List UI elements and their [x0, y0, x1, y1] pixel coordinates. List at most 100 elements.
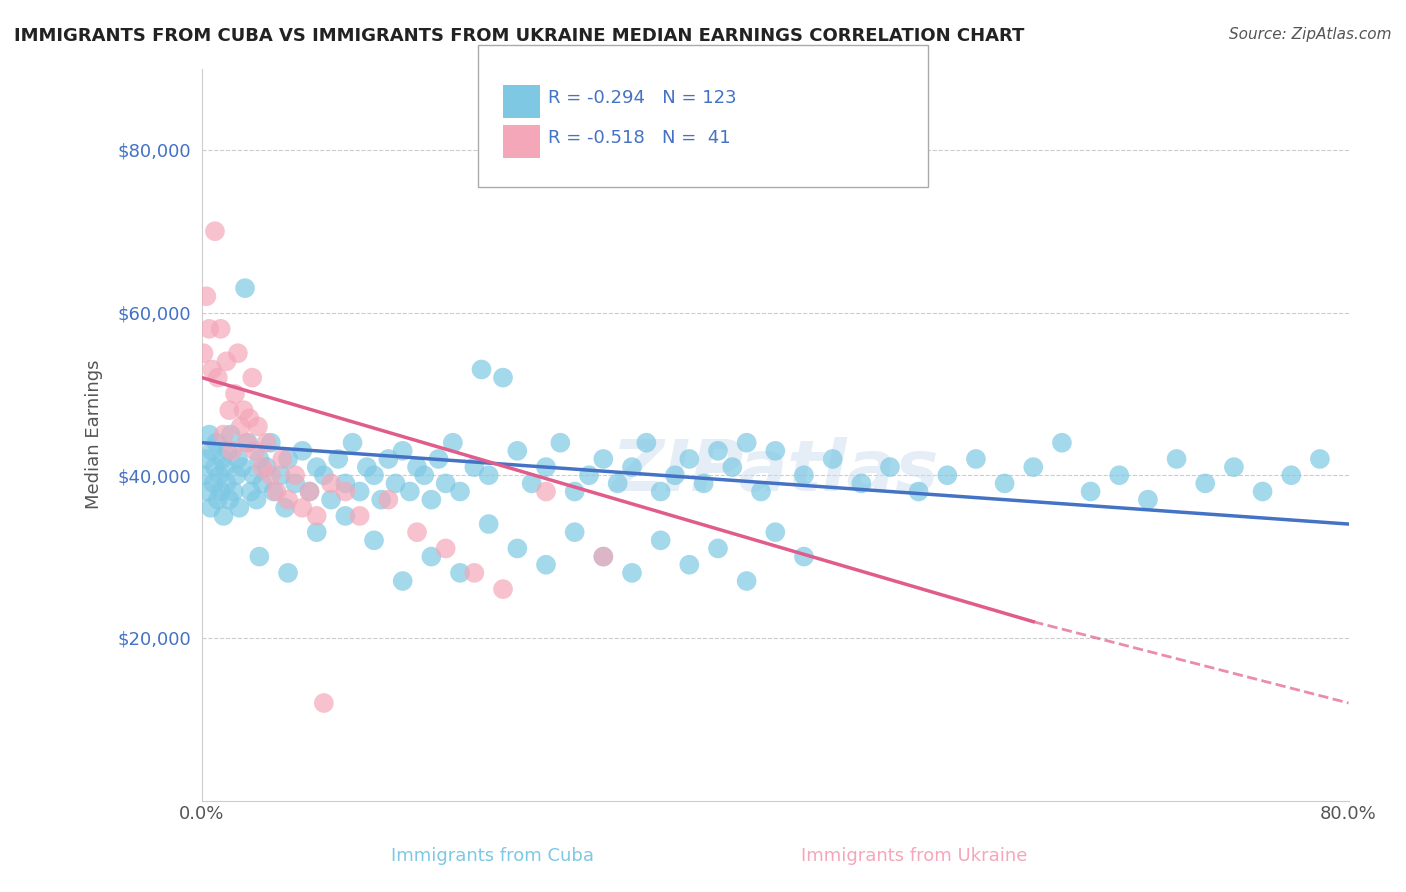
- Point: [399, 484, 422, 499]
- Text: R = -0.518   N =  41: R = -0.518 N = 41: [548, 129, 731, 147]
- Point: [349, 484, 371, 499]
- Point: [592, 549, 614, 564]
- Point: [478, 516, 501, 531]
- Point: [349, 508, 371, 523]
- Point: [606, 476, 628, 491]
- Point: [749, 484, 772, 499]
- Text: ZIPatlas: ZIPatlas: [612, 437, 939, 506]
- Point: [391, 574, 413, 588]
- Point: [821, 452, 844, 467]
- Point: [291, 443, 314, 458]
- Point: [879, 460, 901, 475]
- Text: IMMIGRANTS FROM CUBA VS IMMIGRANTS FROM UKRAINE MEDIAN EARNINGS CORRELATION CHAR: IMMIGRANTS FROM CUBA VS IMMIGRANTS FROM …: [14, 27, 1025, 45]
- Point: [193, 346, 215, 360]
- Point: [204, 460, 226, 475]
- Point: [214, 460, 236, 475]
- Y-axis label: Median Earnings: Median Earnings: [86, 359, 103, 509]
- Point: [212, 427, 235, 442]
- Point: [247, 549, 270, 564]
- Point: [260, 468, 283, 483]
- Point: [305, 525, 328, 540]
- Point: [224, 387, 246, 401]
- Point: [229, 419, 252, 434]
- Point: [406, 525, 429, 540]
- Point: [413, 468, 436, 483]
- Point: [564, 525, 586, 540]
- Point: [692, 476, 714, 491]
- Point: [650, 484, 672, 499]
- Point: [492, 370, 515, 384]
- Point: [197, 484, 219, 499]
- Point: [664, 468, 686, 483]
- Point: [212, 508, 235, 523]
- Point: [236, 435, 259, 450]
- Point: [298, 484, 321, 499]
- Point: [211, 452, 233, 467]
- Point: [305, 508, 328, 523]
- Point: [221, 443, 243, 458]
- Point: [205, 435, 228, 450]
- Point: [274, 500, 297, 515]
- Point: [335, 484, 357, 499]
- Point: [228, 500, 250, 515]
- Point: [550, 435, 572, 450]
- Point: [195, 289, 218, 303]
- Point: [406, 460, 429, 475]
- Point: [240, 370, 263, 384]
- Point: [534, 558, 557, 572]
- Point: [215, 476, 238, 491]
- Point: [678, 452, 700, 467]
- Point: [434, 476, 457, 491]
- Point: [239, 484, 262, 499]
- Point: [252, 476, 274, 491]
- Point: [851, 476, 873, 491]
- Point: [1279, 468, 1302, 483]
- Point: [335, 476, 357, 491]
- Point: [226, 452, 249, 467]
- Point: [1080, 484, 1102, 499]
- Point: [219, 427, 242, 442]
- Point: [225, 468, 247, 483]
- Point: [319, 492, 342, 507]
- Point: [218, 403, 240, 417]
- Point: [312, 696, 335, 710]
- Point: [1108, 468, 1130, 483]
- Point: [209, 484, 232, 499]
- Point: [1251, 484, 1274, 499]
- Point: [506, 443, 529, 458]
- Point: [650, 533, 672, 548]
- Point: [1194, 476, 1216, 491]
- Point: [370, 492, 392, 507]
- Point: [335, 508, 357, 523]
- Point: [391, 443, 413, 458]
- Point: [470, 362, 492, 376]
- Point: [217, 443, 239, 458]
- Point: [356, 460, 378, 475]
- Point: [247, 452, 270, 467]
- Point: [235, 435, 257, 450]
- Point: [534, 484, 557, 499]
- Point: [678, 558, 700, 572]
- Point: [305, 460, 328, 475]
- Point: [260, 435, 283, 450]
- Point: [763, 443, 786, 458]
- Point: [1050, 435, 1073, 450]
- Point: [441, 435, 464, 450]
- Text: Immigrants from Cuba: Immigrants from Cuba: [391, 847, 593, 865]
- Point: [193, 468, 215, 483]
- Point: [592, 549, 614, 564]
- Point: [384, 476, 406, 491]
- Point: [222, 484, 245, 499]
- Point: [994, 476, 1017, 491]
- Point: [1022, 460, 1045, 475]
- Point: [291, 500, 314, 515]
- Point: [298, 484, 321, 499]
- Point: [271, 452, 294, 467]
- Point: [1309, 452, 1331, 467]
- Point: [201, 362, 224, 376]
- Point: [201, 443, 224, 458]
- Point: [233, 281, 256, 295]
- Point: [377, 492, 399, 507]
- Point: [231, 460, 253, 475]
- Point: [377, 452, 399, 467]
